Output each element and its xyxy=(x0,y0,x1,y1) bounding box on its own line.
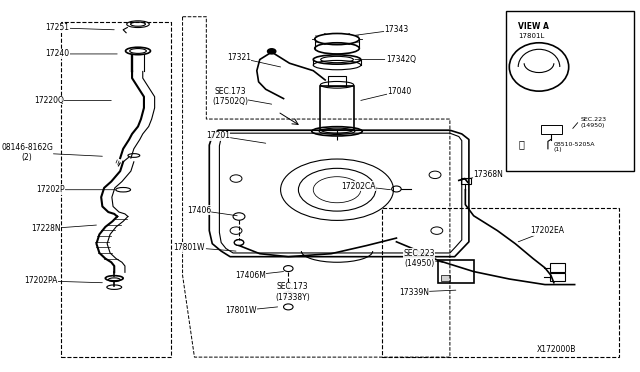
Bar xyxy=(328,76,346,86)
Bar xyxy=(61,22,171,357)
Text: 17801W: 17801W xyxy=(225,306,278,315)
Bar xyxy=(321,86,354,130)
Text: 17251: 17251 xyxy=(45,23,115,32)
Text: 17040: 17040 xyxy=(361,87,412,100)
Text: 17339N: 17339N xyxy=(399,288,456,296)
Bar xyxy=(550,273,564,281)
Text: 08510-5205A
(1): 08510-5205A (1) xyxy=(554,141,595,153)
Text: 17240: 17240 xyxy=(45,49,117,58)
Text: 08146-8162G
(2): 08146-8162G (2) xyxy=(1,143,102,162)
Bar xyxy=(438,260,474,283)
Bar xyxy=(506,11,634,171)
Text: 17228N: 17228N xyxy=(31,224,97,233)
Bar xyxy=(541,125,561,134)
Text: Ⓢ: Ⓢ xyxy=(518,140,524,149)
Circle shape xyxy=(268,49,276,54)
Text: 17406M: 17406M xyxy=(235,271,284,280)
Text: SEC.173
(17338Y): SEC.173 (17338Y) xyxy=(275,282,310,302)
Bar xyxy=(381,208,620,357)
Text: 17201: 17201 xyxy=(206,131,266,143)
Text: SEC.223
(14950): SEC.223 (14950) xyxy=(580,117,607,128)
Text: 17202PA: 17202PA xyxy=(24,276,102,285)
Text: 17202EA: 17202EA xyxy=(518,226,564,242)
Text: 17801L: 17801L xyxy=(518,33,545,39)
Text: X172000B: X172000B xyxy=(537,345,577,354)
Text: 17321: 17321 xyxy=(227,53,280,67)
Text: 17406: 17406 xyxy=(187,206,237,216)
Bar xyxy=(550,263,564,272)
Text: 17202P: 17202P xyxy=(36,185,115,194)
Text: 17202CA: 17202CA xyxy=(341,182,390,190)
Text: SEC.173
(17502Q): SEC.173 (17502Q) xyxy=(212,87,271,106)
Text: 17368N: 17368N xyxy=(459,170,504,180)
Text: 17342Q: 17342Q xyxy=(355,55,416,64)
Text: 17801W: 17801W xyxy=(173,243,236,252)
Bar xyxy=(461,178,471,184)
Text: VIEW A: VIEW A xyxy=(518,22,549,31)
Bar xyxy=(441,275,450,281)
Text: 17343: 17343 xyxy=(355,25,409,35)
Text: SEC.223
(14950): SEC.223 (14950) xyxy=(404,249,443,268)
Text: 17220Q: 17220Q xyxy=(34,96,111,105)
